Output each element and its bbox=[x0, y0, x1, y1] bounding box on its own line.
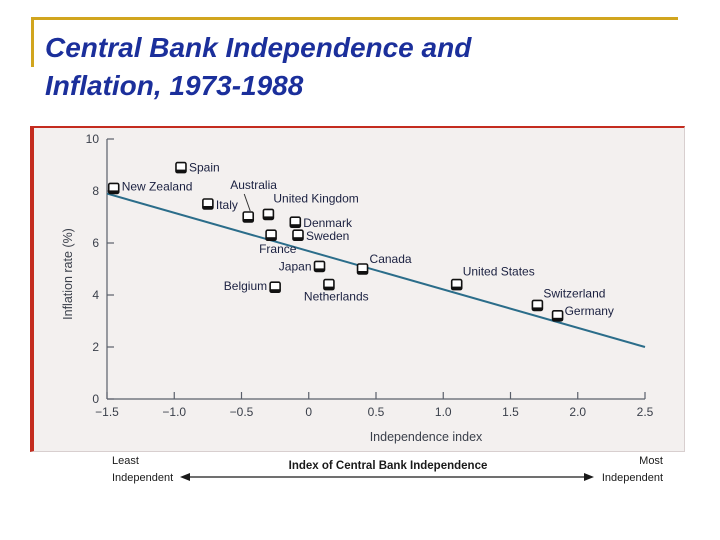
y-tick-label: 10 bbox=[86, 132, 100, 146]
point-label-sweden: Sweden bbox=[306, 229, 349, 243]
point-marker-shadow-belgium bbox=[270, 289, 281, 293]
x-tick-label: 0.5 bbox=[368, 405, 385, 419]
x-tick-label: 2.0 bbox=[569, 405, 586, 419]
point-label-united-states: United States bbox=[463, 265, 535, 279]
x-tick-label: −0.5 bbox=[230, 405, 254, 419]
trend-line bbox=[106, 192, 646, 348]
y-tick-label: 0 bbox=[92, 392, 99, 406]
independence-axis-title: Index of Central Bank Independence bbox=[289, 460, 488, 472]
y-tick-label: 4 bbox=[92, 288, 99, 302]
x-tick-label: 2.5 bbox=[637, 405, 654, 419]
point-label-canada: Canada bbox=[370, 252, 412, 266]
point-label-italy: Italy bbox=[216, 198, 238, 212]
point-marker-shadow-new-zealand bbox=[108, 190, 119, 194]
point-marker-shadow-canada bbox=[357, 271, 368, 274]
x-tick-label: −1.0 bbox=[162, 405, 186, 419]
most-label-line-2: Independent bbox=[602, 472, 663, 484]
point-marker-shadow-netherlands bbox=[323, 286, 334, 290]
least-label-line-1: Least bbox=[112, 455, 139, 467]
slide-title-line-1: Central Bank Independence and bbox=[45, 32, 472, 63]
slide-title: Central Bank Independence and Inflation,… bbox=[45, 29, 471, 105]
point-marker-shadow-switzerland bbox=[532, 307, 543, 311]
point-label-netherlands: Netherlands bbox=[304, 290, 369, 304]
least-label-line-2: Independent bbox=[112, 472, 173, 484]
x-tick-label: 1.5 bbox=[502, 405, 519, 419]
point-label-belgium: Belgium bbox=[224, 279, 267, 293]
arrow-head-right bbox=[584, 473, 594, 481]
point-label-australia: Australia bbox=[230, 178, 277, 192]
point-label-japan: Japan bbox=[279, 259, 312, 273]
most-label-line-1: Most bbox=[639, 455, 663, 467]
chart-panel bbox=[30, 126, 685, 452]
axes-layer: 0 2 4 6 8 10 −1.5 −1.0 −0.5 0 0.5 1.0 1.5 2.0 2.5 Indep… bbox=[61, 132, 654, 444]
y-tick-label: 2 bbox=[92, 340, 99, 354]
point-marker-shadow-germany bbox=[552, 317, 563, 321]
point-marker-shadow-spain bbox=[175, 169, 186, 173]
slide-title-line-2: Inflation, 1973-1988 bbox=[45, 70, 304, 101]
y-tick-label: 6 bbox=[92, 236, 99, 250]
point-marker-shadow-italy bbox=[202, 206, 213, 209]
point-marker-shadow-japan bbox=[314, 268, 325, 272]
bottom-axis-layer: Least Independent Most Independent Index of … bbox=[112, 455, 663, 484]
x-tick-label: 1.0 bbox=[435, 405, 452, 419]
point-marker-shadow-sweden bbox=[292, 237, 303, 241]
point-label-new-zealand: New Zealand bbox=[122, 179, 193, 193]
x-tick-label: 0 bbox=[305, 405, 312, 419]
title-accent-line bbox=[32, 17, 678, 20]
y-axis-title: Inflation rate (%) bbox=[61, 228, 75, 320]
leader-line-australia bbox=[243, 193, 251, 212]
trend-layer bbox=[106, 192, 646, 348]
point-label-denmark: Denmark bbox=[303, 216, 353, 230]
point-label-france: France bbox=[259, 242, 297, 256]
point-label-germany: Germany bbox=[565, 304, 614, 318]
point-marker-shadow-united-states bbox=[451, 286, 462, 290]
y-tick-label: 8 bbox=[92, 184, 99, 198]
x-tick-label: −1.5 bbox=[95, 405, 119, 419]
arrow-head-left bbox=[180, 473, 190, 481]
point-marker-shadow-denmark bbox=[290, 224, 301, 228]
point-marker-shadow-united-kingdom bbox=[263, 216, 274, 220]
point-label-switzerland: Switzerland bbox=[543, 286, 605, 300]
point-label-united-kingdom: United Kingdom bbox=[273, 191, 358, 205]
title-accent-bar bbox=[31, 17, 34, 67]
point-marker-shadow-australia bbox=[243, 219, 254, 222]
x-axis-title: Independence index bbox=[370, 430, 483, 444]
point-label-spain: Spain bbox=[189, 161, 220, 175]
point-marker-shadow-france bbox=[266, 237, 277, 241]
